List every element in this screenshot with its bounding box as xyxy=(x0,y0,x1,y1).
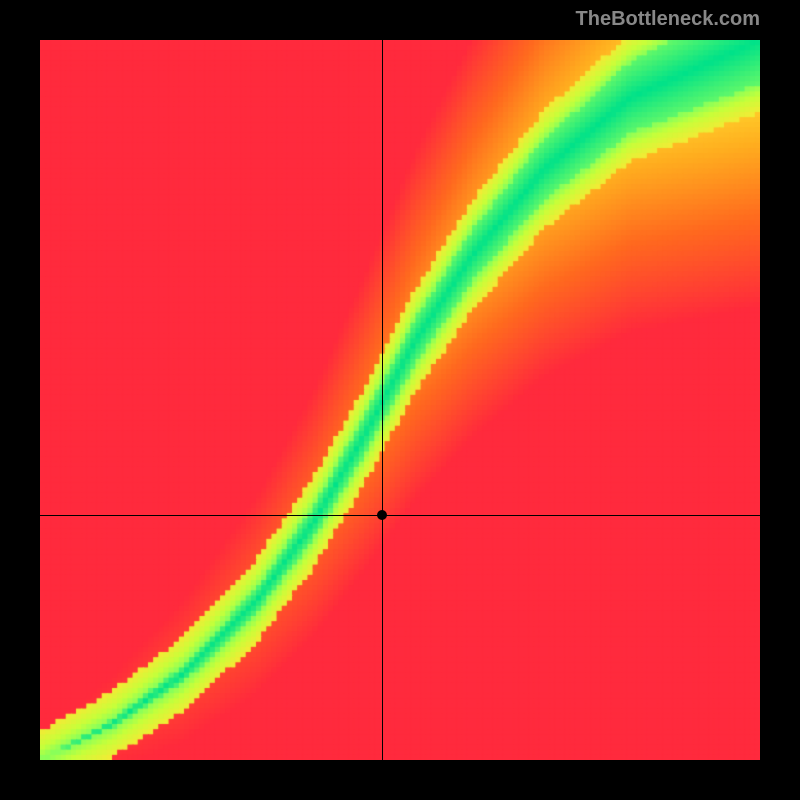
chart-container: TheBottleneck.com xyxy=(0,0,800,800)
watermark-text: TheBottleneck.com xyxy=(576,8,760,31)
crosshair-marker xyxy=(377,510,387,520)
plot-frame xyxy=(40,40,760,760)
heatmap-canvas xyxy=(40,40,760,760)
crosshair-vertical xyxy=(382,40,383,760)
crosshair-horizontal xyxy=(40,515,760,516)
